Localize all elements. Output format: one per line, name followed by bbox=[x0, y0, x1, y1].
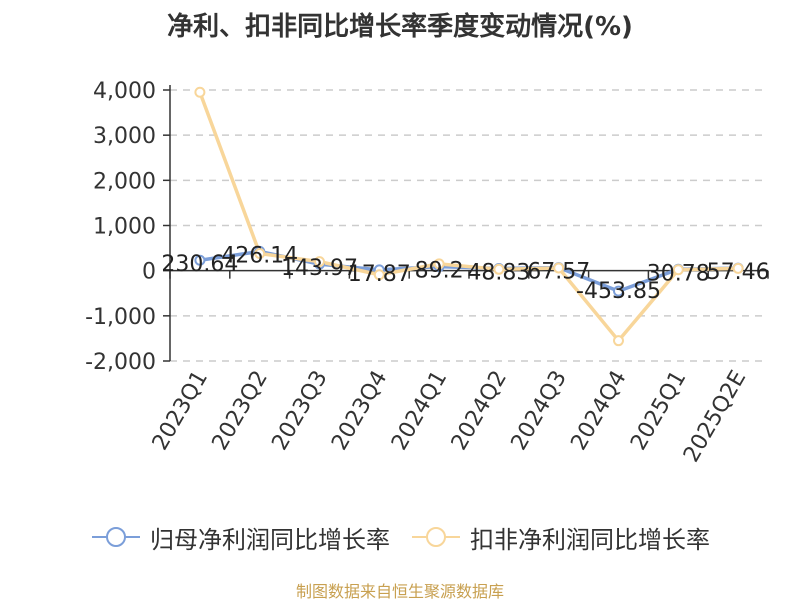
data-point-series-2 bbox=[672, 264, 684, 276]
data-label: 30.78 bbox=[647, 261, 710, 286]
legend-line-icon bbox=[412, 527, 460, 547]
y-tick-label: 2,000 bbox=[93, 169, 156, 194]
legend-line-icon bbox=[92, 527, 140, 547]
x-tick-label: 2023Q3 bbox=[267, 367, 332, 455]
legend-item-series-1[interactable]: 归母净利润同比增长率 bbox=[92, 520, 390, 554]
x-tick-label: 2023Q4 bbox=[327, 367, 392, 455]
data-point-series-2 bbox=[373, 269, 385, 281]
legend-label-series-2: 扣非净利润同比增长率 bbox=[470, 525, 710, 554]
data-label: 67.57 bbox=[527, 260, 590, 285]
x-tick-label: 2023Q2 bbox=[208, 367, 273, 455]
data-point-series-2 bbox=[613, 335, 624, 347]
x-tick-label: 2024Q3 bbox=[507, 367, 572, 455]
y-tick-label: 1,000 bbox=[93, 215, 156, 240]
series-line-2 bbox=[198, 91, 739, 343]
y-tick-label: 0 bbox=[142, 260, 156, 285]
data-point-series-1 bbox=[194, 254, 206, 266]
data-label: 17.87 bbox=[348, 262, 411, 287]
legend-label-series-1: 归母净利润同比增长率 bbox=[150, 525, 390, 554]
data-label: 89.2 bbox=[415, 259, 464, 284]
data-point-series-2 bbox=[433, 258, 445, 270]
data-point-series-2 bbox=[194, 86, 206, 98]
chart-title: 净利、扣非同比增长率季度变动情况(%) bbox=[167, 12, 633, 42]
data-label: 48.83 bbox=[467, 260, 530, 285]
x-tick-label: 2025Q1 bbox=[626, 367, 691, 455]
x-tick-label: 2024Q1 bbox=[387, 366, 452, 454]
data-label: 143.97 bbox=[281, 256, 358, 281]
data-point-series-2 bbox=[553, 262, 565, 274]
data-point-series-2 bbox=[254, 248, 266, 260]
data-point-series-2 bbox=[493, 263, 505, 275]
legend-item-series-2[interactable]: 扣非净利润同比增长率 bbox=[412, 520, 710, 554]
x-tick-label: 2023Q1 bbox=[148, 367, 213, 455]
y-tick-label: -2,000 bbox=[85, 350, 156, 375]
y-tick-label: 3,000 bbox=[93, 124, 156, 149]
data-label: 426.14 bbox=[221, 243, 298, 268]
x-tick-label: 2024Q4 bbox=[566, 367, 631, 455]
data-label: 57.46 bbox=[707, 260, 770, 285]
x-tick-label: 2024Q2 bbox=[447, 367, 512, 455]
y-tick-label: -1,000 bbox=[85, 305, 156, 330]
source-note: 制图数据来自恒生聚源数据库 bbox=[295, 582, 504, 601]
data-point-series-2 bbox=[314, 256, 325, 268]
y-tick-label: 4,000 bbox=[93, 79, 156, 104]
data-point-series-2 bbox=[732, 262, 744, 274]
data-label: -453.85 bbox=[576, 279, 661, 304]
data-point-series-1 bbox=[613, 285, 624, 297]
data-label: 230.64 bbox=[161, 252, 238, 277]
